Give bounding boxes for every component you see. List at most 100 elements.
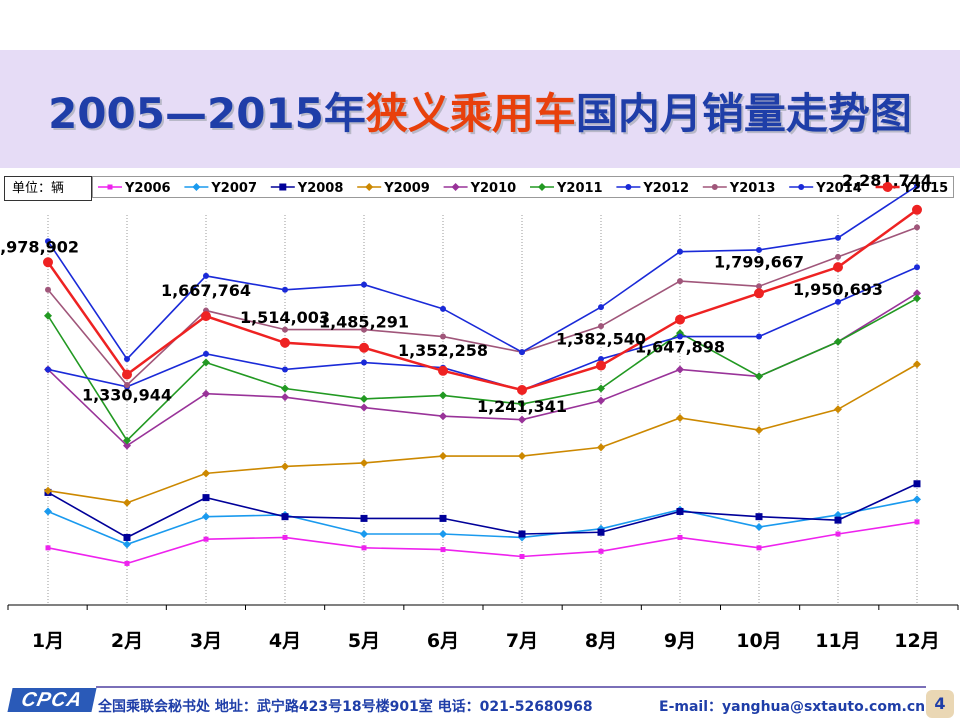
point-Y2015-4 [359, 342, 369, 353]
point-Y2007-1 [123, 540, 131, 549]
point-Y2011-2 [202, 358, 210, 367]
point-Y2006-10 [835, 531, 841, 537]
footer: CPCA 全国乘联会秘书处 地址：武宁路423号18号楼901室 电话：021-… [0, 686, 960, 720]
point-Y2009-1 [123, 498, 131, 507]
x-tick-label-4: 5月 [348, 630, 380, 652]
point-Y2012-3 [282, 366, 288, 373]
legend-label-Y2013: Y2013 [729, 181, 776, 196]
point-Y2007-5 [439, 529, 447, 538]
legend-label-Y2010: Y2010 [470, 181, 517, 196]
point-Y2010-7 [597, 396, 605, 405]
data-label-4: 1,485,291 [319, 313, 409, 332]
point-Y2009-10 [834, 405, 842, 414]
point-Y2014-0 [45, 238, 51, 245]
point-Y2013-11 [914, 224, 920, 231]
point-Y2006-3 [282, 534, 288, 540]
title-part-years: 2005—2015年 [48, 89, 366, 138]
point-Y2006-4 [361, 545, 367, 551]
x-tick-label-2: 3月 [190, 630, 222, 652]
data-label-10: 1,950,693 [793, 280, 883, 299]
point-Y2014-9 [756, 246, 762, 253]
data-label-3: 1,514,003 [240, 308, 330, 327]
data-label-9: 1,799,667 [714, 252, 804, 271]
title-band [0, 50, 960, 168]
legend-marker-Y2011 [538, 183, 546, 191]
legend-marker-Y2010 [451, 183, 460, 191]
point-Y2015-11 [912, 204, 922, 215]
point-Y2008-4 [360, 514, 368, 522]
point-Y2011-0 [44, 311, 52, 320]
point-Y2012-9 [756, 333, 762, 340]
point-Y2006-2 [203, 536, 209, 542]
legend-marker-Y2008 [279, 183, 287, 191]
point-Y2011-4 [360, 394, 368, 403]
x-tick-label-3: 4月 [269, 630, 301, 652]
point-Y2006-7 [598, 548, 604, 554]
series-line-Y2014 [47, 185, 918, 361]
point-Y2014-3 [282, 286, 288, 293]
point-Y2008-8 [676, 507, 684, 515]
x-tick-label-7: 8月 [585, 630, 617, 652]
point-Y2010-2 [202, 389, 210, 398]
legend-label-Y2014: Y2014 [815, 181, 862, 196]
point-Y2009-6 [518, 452, 526, 461]
series-line-Y2007 [47, 498, 918, 546]
point-Y2009-0 [44, 486, 52, 495]
data-label-8: 1,647,898 [635, 338, 725, 357]
point-Y2010-8 [676, 365, 684, 374]
point-Y2011-9 [755, 372, 763, 381]
point-Y2008-5 [439, 514, 447, 522]
series-line-Y2008 [47, 483, 918, 539]
point-Y2008-11 [913, 480, 921, 488]
data-label-6: 1,241,341 [477, 397, 567, 416]
point-Y2015-7 [596, 360, 606, 371]
point-Y2006-11 [914, 519, 920, 525]
point-Y2009-9 [755, 426, 763, 435]
point-Y2007-11 [913, 495, 921, 504]
point-Y2012-2 [203, 350, 209, 357]
footer-email-text: E-mail：yanghua@sxtauto.com.cn [659, 699, 926, 715]
point-Y2006-9 [756, 545, 762, 551]
legend-label-Y2007: Y2007 [210, 181, 257, 196]
x-tick-label-0: 1月 [32, 630, 64, 652]
point-Y2012-7 [598, 356, 604, 363]
point-Y2015-5 [438, 365, 448, 376]
point-Y2013-3 [282, 326, 288, 333]
point-Y2007-9 [755, 523, 763, 532]
point-Y2008-9 [755, 513, 763, 521]
point-Y2013-4 [361, 326, 367, 333]
point-Y2015-2 [201, 311, 211, 322]
point-Y2015-0 [43, 257, 53, 268]
point-Y2014-1 [124, 356, 130, 363]
legend-label-Y2012: Y2012 [642, 181, 689, 196]
point-Y2013-8 [677, 278, 683, 285]
data-label-2: 1,667,764 [161, 281, 251, 300]
point-Y2008-7 [597, 528, 605, 536]
point-Y2013-9 [756, 283, 762, 290]
point-Y2015-10 [833, 262, 843, 273]
point-Y2013-7 [598, 323, 604, 330]
point-Y2015-3 [280, 337, 290, 348]
point-Y2012-11 [914, 264, 920, 271]
x-tick-label-11: 12月 [894, 630, 939, 652]
point-Y2008-3 [281, 513, 289, 521]
point-Y2014-5 [440, 305, 446, 312]
point-Y2013-10 [835, 253, 841, 260]
x-tick-label-5: 6月 [427, 630, 459, 652]
point-Y2009-11 [913, 360, 921, 369]
point-Y2011-3 [281, 384, 289, 393]
series-line-Y2009 [47, 363, 918, 504]
title-part-rest: 国内月销量走势图 [575, 89, 912, 138]
point-Y2009-8 [676, 413, 684, 422]
data-label-5: 1,352,258 [398, 341, 488, 360]
footer-org-text: 全国乘联会秘书处 地址：武宁路423号18号楼901室 电话：021-52680… [98, 699, 593, 715]
point-Y2009-4 [360, 458, 368, 467]
point-Y2010-5 [439, 412, 447, 421]
x-tick-label-9: 10月 [736, 630, 781, 652]
point-Y2010-3 [281, 393, 289, 402]
point-Y2011-11 [913, 294, 921, 303]
series-line-Y2011 [47, 297, 918, 442]
legend-marker-Y2006 [107, 184, 113, 190]
point-Y2008-10 [834, 516, 842, 524]
legend-label-Y2008: Y2008 [297, 181, 344, 196]
